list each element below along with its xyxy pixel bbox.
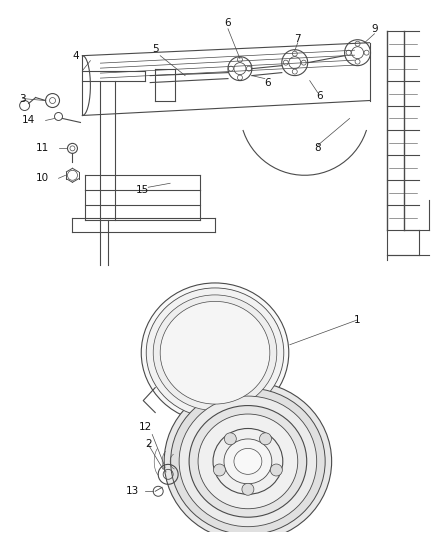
Text: 12: 12	[138, 423, 152, 432]
Circle shape	[242, 483, 254, 495]
Circle shape	[224, 433, 237, 445]
Ellipse shape	[146, 288, 284, 417]
Circle shape	[213, 464, 226, 476]
Text: 8: 8	[314, 143, 321, 154]
Ellipse shape	[234, 448, 262, 474]
Text: 3: 3	[19, 93, 26, 103]
Ellipse shape	[160, 301, 270, 404]
Ellipse shape	[171, 388, 325, 533]
Text: 1: 1	[354, 315, 361, 325]
Ellipse shape	[141, 283, 289, 423]
Ellipse shape	[164, 382, 332, 533]
Text: 10: 10	[36, 173, 49, 183]
Text: 11: 11	[36, 143, 49, 154]
Text: 15: 15	[136, 185, 149, 195]
Text: 6: 6	[316, 91, 323, 101]
Text: 4: 4	[72, 51, 79, 61]
Text: 9: 9	[371, 24, 378, 34]
Ellipse shape	[224, 439, 272, 484]
Ellipse shape	[198, 414, 298, 508]
Circle shape	[270, 464, 283, 476]
Text: 2: 2	[145, 439, 152, 449]
Text: 6: 6	[265, 78, 271, 87]
Ellipse shape	[153, 295, 277, 410]
Text: 13: 13	[126, 486, 139, 496]
Ellipse shape	[189, 406, 307, 517]
Ellipse shape	[179, 396, 317, 527]
Circle shape	[259, 433, 272, 445]
Text: 7: 7	[294, 34, 301, 44]
Text: 6: 6	[225, 18, 231, 28]
Text: 5: 5	[152, 44, 159, 54]
Text: 14: 14	[22, 116, 35, 125]
Ellipse shape	[213, 429, 283, 494]
